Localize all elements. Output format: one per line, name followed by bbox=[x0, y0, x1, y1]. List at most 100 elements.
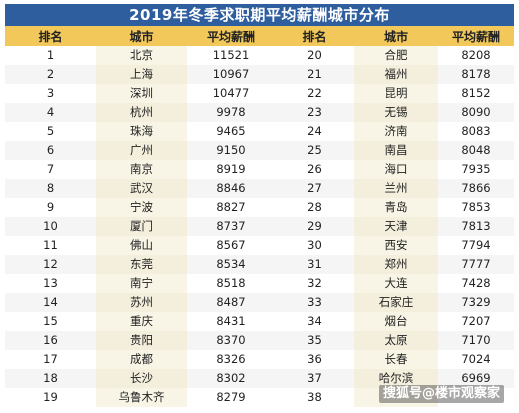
table-header-row: 排名 城市 平均薪酬 排名 城市 平均薪酬 bbox=[5, 26, 514, 46]
table-row: 18 长沙 8302 37 哈尔滨 6969 bbox=[5, 369, 514, 388]
table-row: 15 重庆 8431 34 烟台 7207 bbox=[5, 312, 514, 331]
city-cell-right: 青岛 bbox=[354, 198, 438, 217]
table-row: 4 杭州 9978 23 无锡 8090 bbox=[5, 103, 514, 122]
table-row: 9 宁波 8827 28 青岛 7853 bbox=[5, 198, 514, 217]
city-cell: 宁波 bbox=[96, 198, 187, 217]
salary-cell-right: 7813 bbox=[438, 217, 514, 236]
city-cell-right: 郑州 bbox=[354, 255, 438, 274]
salary-cell-right: 7777 bbox=[438, 255, 514, 274]
table-row: 1 北京 11521 20 合肥 8208 bbox=[5, 46, 514, 65]
salary-cell: 10967 bbox=[187, 65, 275, 84]
table-row: 13 南宁 8518 32 大连 7428 bbox=[5, 274, 514, 293]
city-cell-right: 济南 bbox=[354, 122, 438, 141]
rank-cell: 12 bbox=[5, 255, 96, 274]
rank-cell: 17 bbox=[5, 350, 96, 369]
rank-cell-right: 33 bbox=[275, 293, 354, 312]
city-cell-right: 西安 bbox=[354, 236, 438, 255]
city-cell-right: 无锡 bbox=[354, 103, 438, 122]
rank-cell: 19 bbox=[5, 388, 96, 407]
city-cell: 苏州 bbox=[96, 293, 187, 312]
salary-cell: 8534 bbox=[187, 255, 275, 274]
city-cell: 北京 bbox=[96, 46, 187, 65]
table-row: 19 乌鲁木齐 8279 38 bbox=[5, 388, 514, 407]
rank-cell: 6 bbox=[5, 141, 96, 160]
rank-cell: 11 bbox=[5, 236, 96, 255]
salary-cell-right: 7170 bbox=[438, 331, 514, 350]
table-row: 10 厦门 8737 29 天津 7813 bbox=[5, 217, 514, 236]
header-rank-right: 排名 bbox=[275, 26, 354, 46]
city-cell-right: 哈尔滨 bbox=[354, 369, 438, 388]
salary-cell-right: 6969 bbox=[438, 369, 514, 388]
salary-cell-right: 8152 bbox=[438, 84, 514, 103]
salary-cell-right: 7024 bbox=[438, 350, 514, 369]
salary-cell-right: 7866 bbox=[438, 179, 514, 198]
table-row: 3 深圳 10477 22 昆明 8152 bbox=[5, 84, 514, 103]
table-row: 5 珠海 9465 24 济南 8083 bbox=[5, 122, 514, 141]
city-cell-right: 昆明 bbox=[354, 84, 438, 103]
city-cell: 东莞 bbox=[96, 255, 187, 274]
table-row: 17 成都 8326 36 长春 7024 bbox=[5, 350, 514, 369]
salary-cell-right: 7853 bbox=[438, 198, 514, 217]
header-city: 城市 bbox=[96, 26, 187, 46]
salary-cell: 9465 bbox=[187, 122, 275, 141]
table-row: 11 佛山 8567 30 西安 7794 bbox=[5, 236, 514, 255]
rank-cell: 1 bbox=[5, 46, 96, 65]
rank-cell: 10 bbox=[5, 217, 96, 236]
city-cell-right: 南昌 bbox=[354, 141, 438, 160]
salary-cell: 8919 bbox=[187, 160, 275, 179]
rank-cell-right: 38 bbox=[275, 388, 354, 407]
rank-cell-right: 26 bbox=[275, 160, 354, 179]
city-cell: 广州 bbox=[96, 141, 187, 160]
city-cell-right: 烟台 bbox=[354, 312, 438, 331]
salary-cell: 8431 bbox=[187, 312, 275, 331]
rank-cell-right: 29 bbox=[275, 217, 354, 236]
city-cell: 杭州 bbox=[96, 103, 187, 122]
city-cell: 厦门 bbox=[96, 217, 187, 236]
city-cell: 贵阳 bbox=[96, 331, 187, 350]
table-row: 12 东莞 8534 31 郑州 7777 bbox=[5, 255, 514, 274]
city-cell: 长沙 bbox=[96, 369, 187, 388]
city-cell: 珠海 bbox=[96, 122, 187, 141]
salary-cell: 8487 bbox=[187, 293, 275, 312]
salary-cell: 8326 bbox=[187, 350, 275, 369]
rank-cell: 2 bbox=[5, 65, 96, 84]
rank-cell: 13 bbox=[5, 274, 96, 293]
rank-cell-right: 27 bbox=[275, 179, 354, 198]
city-cell-right: 天津 bbox=[354, 217, 438, 236]
header-salary: 平均薪酬 bbox=[187, 26, 275, 46]
rank-cell: 14 bbox=[5, 293, 96, 312]
salary-cell-right: 7794 bbox=[438, 236, 514, 255]
salary-cell-right: 7207 bbox=[438, 312, 514, 331]
header-salary-right: 平均薪酬 bbox=[438, 26, 514, 46]
rank-cell: 15 bbox=[5, 312, 96, 331]
rank-cell-right: 30 bbox=[275, 236, 354, 255]
city-cell: 武汉 bbox=[96, 179, 187, 198]
city-cell-right: 合肥 bbox=[354, 46, 438, 65]
salary-cell: 9978 bbox=[187, 103, 275, 122]
rank-cell-right: 24 bbox=[275, 122, 354, 141]
salary-cell: 8302 bbox=[187, 369, 275, 388]
salary-cell: 8370 bbox=[187, 331, 275, 350]
rank-cell: 7 bbox=[5, 160, 96, 179]
rank-cell-right: 20 bbox=[275, 46, 354, 65]
city-cell: 南京 bbox=[96, 160, 187, 179]
salary-cell: 8567 bbox=[187, 236, 275, 255]
salary-table: 排名 城市 平均薪酬 排名 城市 平均薪酬 1 北京 11521 20 合肥 8208 2 上… bbox=[5, 26, 514, 407]
rank-cell-right: 35 bbox=[275, 331, 354, 350]
city-cell: 成都 bbox=[96, 350, 187, 369]
city-cell: 深圳 bbox=[96, 84, 187, 103]
watermark: 搜狐号@楼市观察家 bbox=[378, 385, 504, 403]
salary-cell-right: 7428 bbox=[438, 274, 514, 293]
salary-cell-right: 7329 bbox=[438, 293, 514, 312]
city-cell: 佛山 bbox=[96, 236, 187, 255]
table-row: 16 贵阳 8370 35 太原 7170 bbox=[5, 331, 514, 350]
table-row: 8 武汉 8846 27 兰州 7866 bbox=[5, 179, 514, 198]
table-body: 1 北京 11521 20 合肥 8208 2 上海 10967 21 福州 8178 3 深圳 10477… bbox=[5, 46, 514, 407]
rank-cell: 8 bbox=[5, 179, 96, 198]
salary-cell-right: 8090 bbox=[438, 103, 514, 122]
table-row: 7 南京 8919 26 海口 7935 bbox=[5, 160, 514, 179]
rank-cell-right: 36 bbox=[275, 350, 354, 369]
rank-cell-right: 23 bbox=[275, 103, 354, 122]
salary-cell: 8737 bbox=[187, 217, 275, 236]
city-cell-right: 太原 bbox=[354, 331, 438, 350]
